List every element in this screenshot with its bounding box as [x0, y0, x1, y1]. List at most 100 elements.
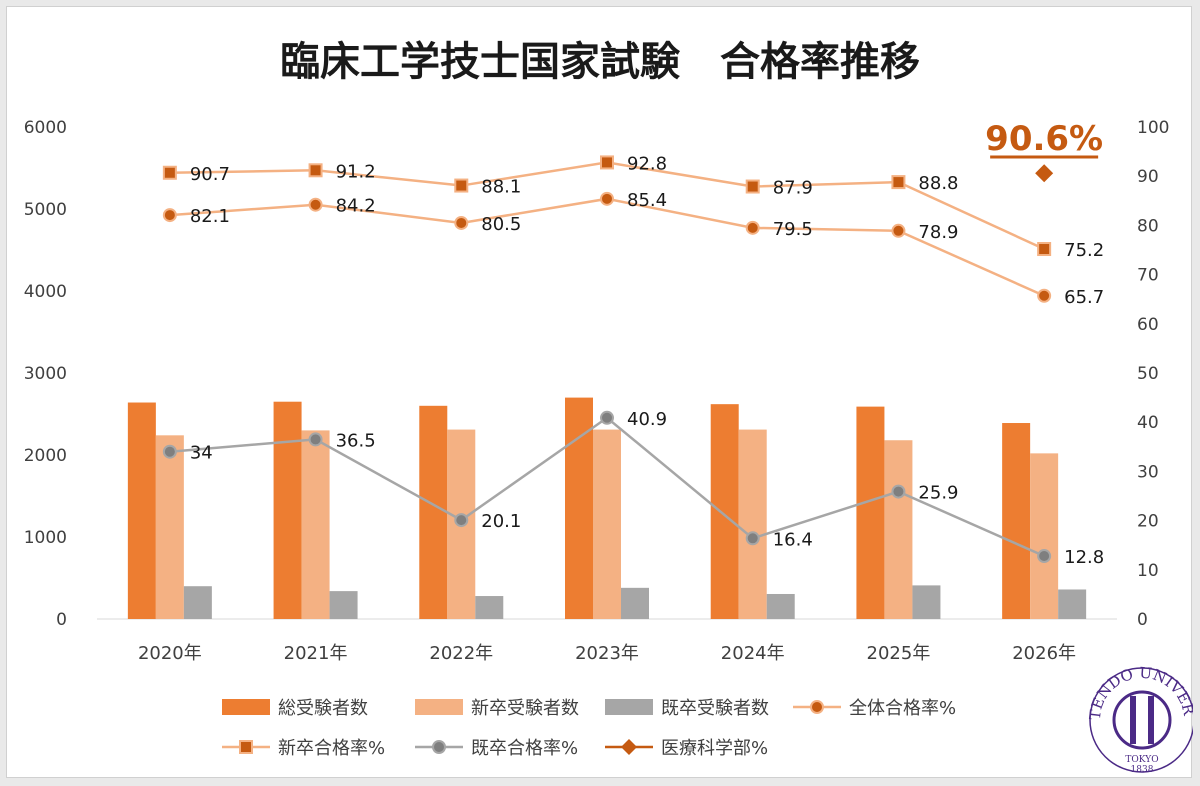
logo-bar [1130, 696, 1136, 744]
x-tick-label: 2024年 [721, 643, 785, 664]
bar-2 [301, 430, 330, 619]
line-marker-2 [454, 178, 469, 193]
data-label: 20.1 [481, 511, 521, 532]
line-marker-1 [454, 215, 469, 230]
y-left-tick-label: 1000 [24, 528, 67, 548]
bar-3 [329, 591, 358, 619]
bar-1 [419, 405, 448, 619]
y-left-tick-label: 6000 [24, 118, 67, 138]
line-marker-2 [162, 165, 177, 180]
line-marker-3 [891, 484, 906, 499]
data-label: 40.9 [627, 409, 667, 430]
data-label: 16.4 [773, 529, 813, 550]
y-left-tick-label: 2000 [24, 446, 67, 466]
line-marker-1 [162, 208, 177, 223]
chart-frame: 臨床工学技士国家試験 合格率推移 0 1000 2000 3000 4000 5000 60… [6, 6, 1193, 778]
highlight-value: 90.6% [985, 119, 1103, 159]
y-right-tick-label: 0 [1137, 610, 1148, 630]
data-label: 79.5 [773, 219, 813, 240]
y-right-tick-label: 40 [1137, 413, 1159, 433]
y-left-tick-label: 5000 [24, 200, 67, 220]
y-left-tick-label: 4000 [24, 282, 67, 302]
line-marker-3 [454, 513, 469, 528]
data-label: 85.4 [627, 190, 667, 211]
line-marker-1 [745, 220, 760, 235]
legend-swatch-marker [621, 739, 637, 755]
data-label: 25.9 [918, 483, 958, 504]
legend-label: 総受験者数 [278, 698, 368, 719]
data-label: 80.5 [481, 214, 521, 235]
bar-1 [565, 397, 593, 619]
y-right-tick-label: 70 [1137, 266, 1159, 286]
y-right-tick-label: 10 [1137, 561, 1159, 581]
line-marker-1 [308, 197, 323, 212]
line-marker-3 [162, 444, 177, 459]
y-right-tick-label: 100 [1137, 118, 1169, 138]
bar-3 [621, 587, 649, 619]
y-left-tick-label: 3000 [24, 364, 67, 384]
x-tick-label: 2022年 [429, 643, 493, 664]
legend-label: 全体合格率% [849, 698, 956, 719]
line-marker-1 [600, 191, 614, 206]
line-marker-4 [1035, 164, 1054, 183]
bar-1 [127, 402, 156, 619]
data-label: 88.1 [481, 177, 521, 198]
y-right-tick-label: 60 [1137, 315, 1159, 335]
legend-label: 既卒合格率% [471, 738, 578, 759]
bar-1 [856, 406, 885, 619]
chart-title: 臨床工学技士国家試験 合格率推移 [280, 39, 920, 85]
bar-3 [912, 585, 941, 619]
bar-2 [738, 429, 767, 619]
legend-swatch [415, 699, 463, 715]
data-label: 65.7 [1064, 287, 1104, 308]
line-marker-3 [600, 410, 614, 425]
legend-swatch [222, 699, 270, 715]
logo-year: 1838 [1131, 765, 1154, 775]
legend-label: 既卒受験者数 [661, 698, 769, 719]
line-marker-3 [745, 531, 760, 546]
chart: 臨床工学技士国家試験 合格率推移 01000200030004000500060… [7, 7, 1193, 775]
bar-2 [155, 435, 184, 619]
y-right-tick-label: 80 [1137, 216, 1159, 236]
line-marker-3 [1037, 549, 1052, 564]
y-left-tick-label: 0 [56, 610, 67, 630]
x-tick-label: 2021年 [284, 643, 348, 664]
y-right-tick-label: 30 [1137, 462, 1159, 482]
data-label: 78.9 [918, 222, 958, 243]
y-right-tick-label: 50 [1137, 364, 1159, 384]
line-marker-3 [308, 432, 323, 447]
line-series-1 [169, 197, 1045, 297]
bar-3 [183, 586, 212, 619]
bar-1 [273, 401, 302, 619]
line-marker-2 [1037, 242, 1052, 257]
line-marker-2 [891, 175, 906, 190]
bar-1 [1002, 423, 1031, 619]
data-label: 92.8 [627, 153, 667, 174]
line-marker-1 [891, 223, 906, 238]
data-label: 84.2 [336, 196, 376, 217]
logo-bar [1148, 696, 1154, 744]
data-label: 75.2 [1064, 240, 1104, 261]
bar-2 [884, 440, 913, 619]
logo-sub: TOKYO [1125, 755, 1158, 765]
logo-inner-ring [1112, 690, 1172, 750]
line-marker-2 [745, 179, 760, 194]
data-label: 87.9 [773, 178, 813, 199]
y-right-tick-label: 20 [1137, 512, 1159, 532]
data-label: 34 [190, 443, 213, 464]
line-marker-2 [308, 163, 323, 178]
data-label: 12.8 [1064, 547, 1104, 568]
legend-label: 医療科学部% [661, 738, 768, 759]
data-label: 90.7 [190, 164, 230, 185]
legend-label: 新卒受験者数 [471, 698, 579, 719]
logo-ring [1089, 667, 1193, 773]
x-tick-label: 2025年 [867, 643, 931, 664]
legend-swatch-marker [239, 740, 253, 754]
x-tick-label: 2026年 [1012, 643, 1076, 664]
x-tick-label: 2023年 [575, 643, 639, 664]
legend-swatch [605, 699, 653, 715]
bar-2 [593, 429, 621, 619]
bar-3 [475, 596, 504, 619]
legend-label: 新卒合格率% [278, 738, 385, 759]
y-right-tick-label: 90 [1137, 167, 1159, 187]
